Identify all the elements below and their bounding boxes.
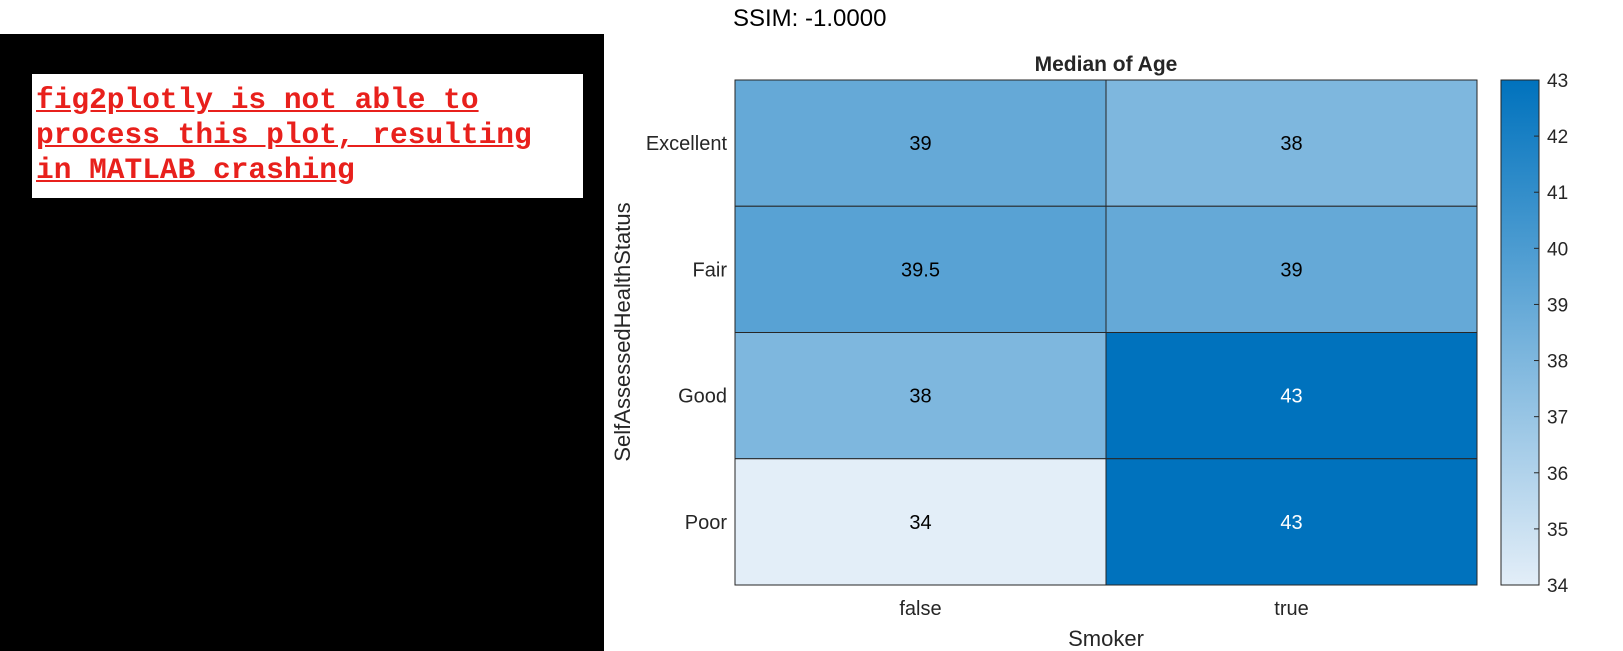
y-axis-label: SelfAssessedHealthStatus (610, 202, 635, 461)
heatmap-cell (734, 205, 1107, 333)
colorbar-tick-label: 35 (1547, 520, 1568, 541)
colorbar-tick-label: 39 (1547, 295, 1568, 316)
ssim-label: SSIM: -1.0000 (733, 5, 887, 32)
cell-label: 38 (909, 386, 931, 408)
colorbar-tick-label: 43 (1547, 71, 1568, 92)
cell-label: 38 (1280, 133, 1302, 155)
heatmap-cell (1105, 79, 1478, 207)
colorbar-tick-label: 36 (1547, 464, 1568, 485)
colorbar (1500, 79, 1540, 586)
colorbar-tick-label: 34 (1547, 576, 1569, 597)
cell-label: 43 (1280, 386, 1302, 408)
cell-label: 43 (1280, 512, 1302, 534)
cell-label: 39 (909, 133, 931, 155)
heatmap-cell (734, 332, 1107, 460)
plot-border (734, 79, 1478, 586)
colorbar-tick-label: 40 (1547, 239, 1568, 260)
colorbar-tick-label: 38 (1547, 352, 1568, 373)
y-tick-label: Fair (693, 259, 728, 281)
y-tick-label: Poor (685, 512, 728, 534)
colorbar-tick-label: 42 (1547, 127, 1568, 148)
cell-label: 34 (909, 512, 931, 534)
warning-box: fig2plotly is not able to process this p… (32, 74, 583, 198)
cell-label: 39.5 (901, 259, 940, 281)
heatmap-cell (1105, 205, 1478, 333)
cell-label: 39 (1280, 259, 1302, 281)
warning-text: fig2plotly is not able to process this p… (36, 83, 532, 187)
y-tick-label: Good (678, 386, 727, 408)
y-tick-label: Excellent (646, 133, 728, 155)
heatmap-cell (1105, 458, 1478, 586)
chart-title: Median of Age (1035, 53, 1178, 76)
x-tick-label: false (899, 598, 941, 620)
colorbar-tick-label: 37 (1547, 408, 1568, 429)
x-axis-label: Smoker (1068, 626, 1144, 651)
heatmap-cell (734, 79, 1107, 207)
colorbar-tick-label: 41 (1547, 183, 1568, 204)
x-tick-label: true (1274, 598, 1308, 620)
